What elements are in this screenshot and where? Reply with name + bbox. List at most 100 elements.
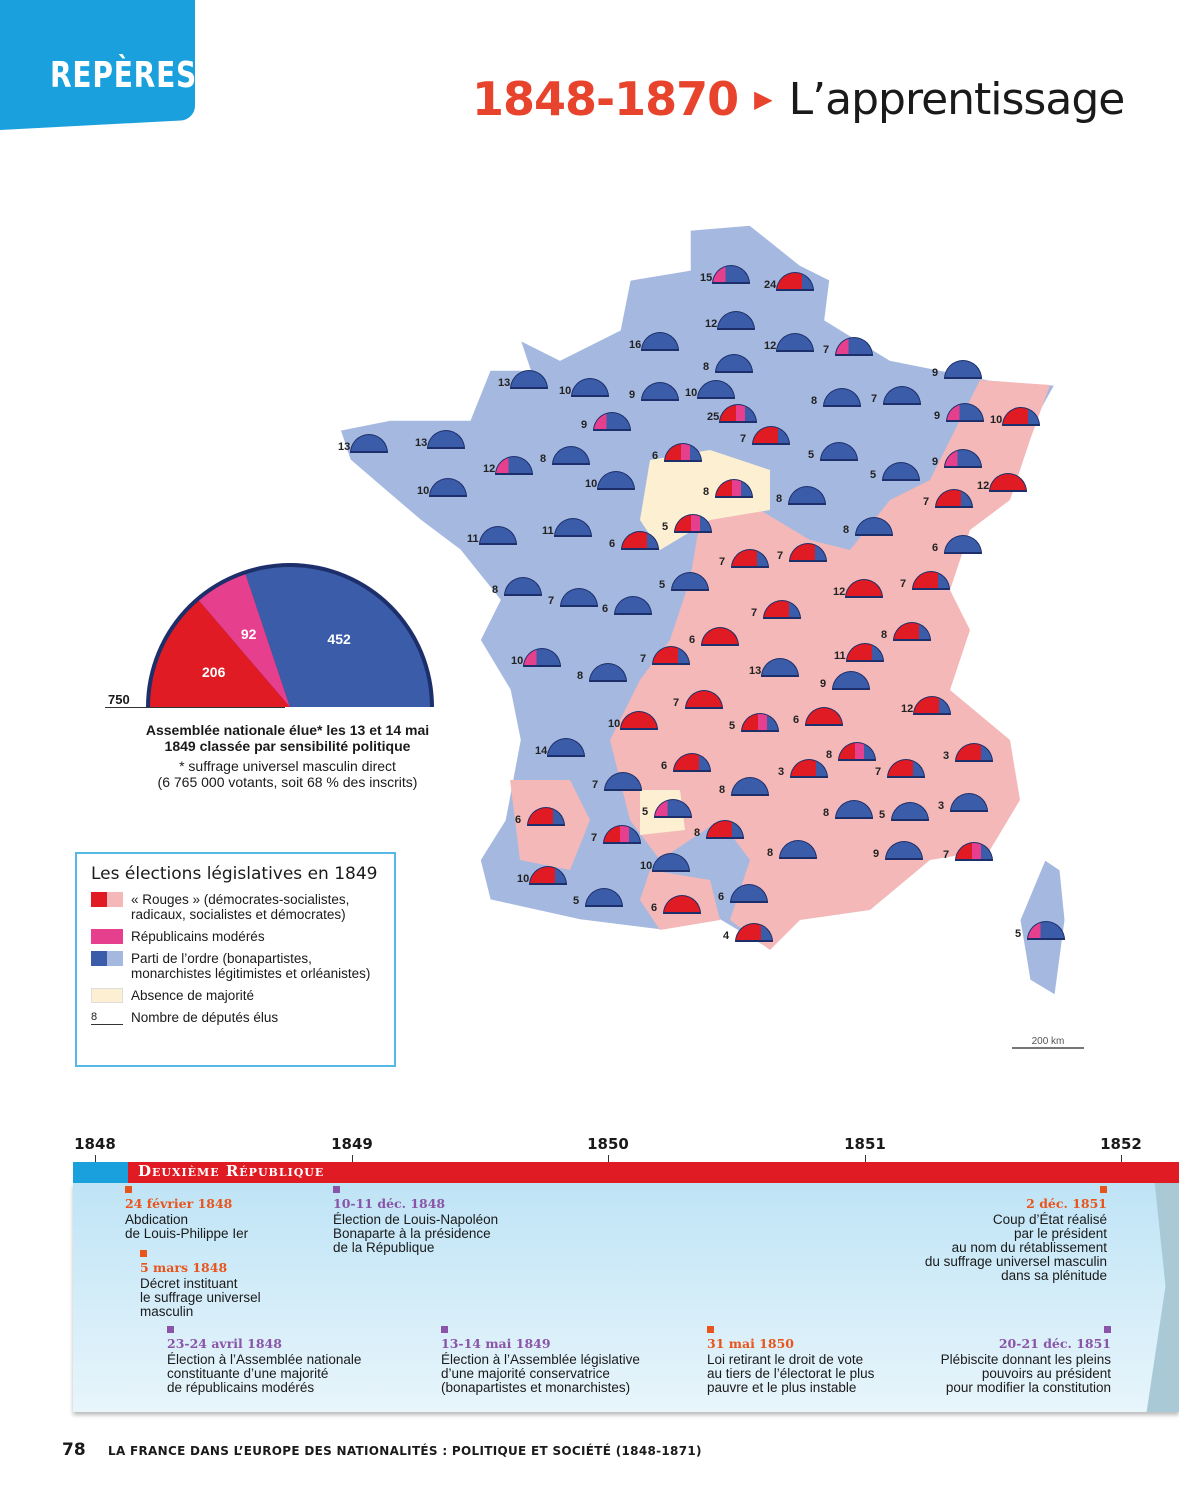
legend-label: Républicains modérés: [131, 929, 265, 944]
seat-count: 7: [823, 344, 830, 356]
tick: [865, 1155, 866, 1163]
seat-count: 9: [873, 848, 880, 860]
timeline-event: 20-21 déc. 1851 Plébiscite donnant les pl…: [930, 1322, 1111, 1395]
seat-count: 8: [719, 784, 726, 796]
seat-count: 25: [707, 411, 720, 423]
seat-count: 7: [640, 653, 647, 665]
seat-count: 6: [652, 450, 659, 462]
event-text-line: pour modifier la constitution: [945, 1380, 1111, 1395]
event-date: 24 février 1848: [125, 1196, 233, 1211]
legend-item-rouges: « Rouges » (démocrates-socialistes, radi…: [91, 892, 380, 922]
seat-count: 12: [483, 463, 496, 475]
event-marker-icon: [441, 1326, 448, 1333]
seat-count: 4: [723, 930, 730, 942]
event-text-line: constituante d’une majorité: [167, 1366, 329, 1381]
seat-count: 5: [879, 809, 886, 821]
seat-count: 8: [826, 749, 833, 761]
legend-item-moderes: Républicains modérés: [91, 929, 380, 944]
event-text-line: par le président: [1013, 1226, 1107, 1241]
event-marker-icon: [333, 1186, 340, 1193]
seat-count: 16: [629, 339, 642, 351]
event-text-line: au tiers de l’électorat le plus: [707, 1366, 875, 1381]
seat-count: 12: [764, 340, 777, 352]
event-marker-icon: [167, 1326, 174, 1333]
seat-count: 6: [609, 538, 616, 550]
event-text-line: Décret instituant: [140, 1276, 238, 1291]
event-text-line: Élection à l’Assemblée nationale: [167, 1352, 362, 1367]
seat-count: 11: [834, 650, 846, 662]
seat-count: 10: [511, 655, 524, 667]
timeline-panel: [73, 1183, 1179, 1412]
assembly-caption-block: Assemblée nationale élue* les 13 et 14 m…: [115, 722, 460, 790]
seat-count: 8: [843, 524, 850, 536]
legend-item-seats: 8 Nombre de députés élus: [91, 1010, 380, 1025]
pie-slice: [198, 574, 290, 707]
event-text-line: pauvre et le plus instable: [707, 1380, 857, 1395]
seat-count: 9: [629, 389, 636, 401]
year-1851: 1851: [844, 1135, 886, 1153]
timeline-event: 13-14 mai 1849 Élection à l’Assemblée lég…: [441, 1322, 640, 1395]
seat-count: 3: [943, 750, 950, 762]
assembly-baseline: [105, 707, 285, 708]
seat-count: 6: [602, 603, 609, 615]
seat-count: 6: [932, 542, 939, 554]
swatch-moderes: [91, 929, 123, 944]
seat-count: 13: [749, 665, 762, 677]
title-main: L’apprentissage: [788, 73, 1126, 125]
seat-count: 12: [833, 586, 846, 598]
event-date: 2 déc. 1851: [1026, 1196, 1107, 1211]
seat-count: 3: [938, 800, 945, 812]
event-text-line: d’une majorité conservatrice: [441, 1366, 610, 1381]
tick: [608, 1155, 609, 1163]
seat-count: 3: [778, 766, 785, 778]
event-text-line: de républicains modérés: [167, 1380, 315, 1395]
seat-count: 24: [764, 279, 777, 291]
seat-count: 8: [577, 670, 584, 682]
tick: [1121, 1155, 1122, 1163]
event-date: 5 mars 1848: [140, 1260, 228, 1275]
seat-count: 7: [871, 393, 878, 405]
event-text-line: de Louis-Philippe Ier: [125, 1226, 249, 1241]
seat-count: 6: [651, 902, 658, 914]
swatch-seats: 8: [91, 1010, 123, 1025]
tick: [352, 1155, 353, 1163]
swatch-ordre: [91, 951, 123, 966]
page-number: 78: [62, 1440, 86, 1460]
seat-count: 8: [767, 847, 774, 859]
seat-count: 12: [977, 480, 990, 492]
legend-title: Les élections législatives en 1849: [91, 864, 378, 884]
seat-count: 10: [685, 387, 698, 399]
tick: [95, 1155, 96, 1163]
seat-count: 13: [415, 437, 428, 449]
event-text-line: pouvoirs au président: [981, 1366, 1111, 1381]
event-date: 10-11 déc. 1848: [333, 1196, 446, 1211]
event-text-line: du suffrage universel masculin: [924, 1254, 1107, 1269]
seat-count: 8: [823, 807, 830, 819]
seat-count: 9: [581, 419, 588, 431]
seat-count: 7: [777, 550, 784, 562]
seat-count: 11: [542, 525, 554, 537]
legend-item-no-majority: Absence de majorité: [91, 988, 380, 1003]
seat-count: 5: [729, 720, 736, 732]
seat-count: 8: [703, 486, 710, 498]
event-text-line: masculin: [140, 1304, 194, 1319]
seat-count: 10: [990, 414, 1003, 426]
event-text-line: Plébiscite donnant les pleins: [940, 1352, 1111, 1367]
event-marker-icon: [1104, 1326, 1111, 1333]
swatch-no-majority: [91, 988, 123, 1003]
timeline-event: 10-11 déc. 1848 Élection de Louis-Napoléo…: [333, 1182, 498, 1255]
seat-count: 6: [661, 760, 668, 772]
seat-count: 13: [498, 377, 511, 389]
timeline-event: 2 déc. 1851 Coup d’État réalisé par le pré…: [920, 1182, 1107, 1283]
seat-count: 7: [943, 849, 950, 861]
seat-count: 10: [608, 718, 621, 730]
seat-count: 10: [517, 873, 530, 885]
seat-count: 7: [548, 595, 555, 607]
seat-count: 15: [700, 272, 713, 284]
map-legend: Les élections législatives en 1849 « Rou…: [75, 852, 396, 1067]
legend-label: Absence de majorité: [131, 988, 255, 1003]
seat-count: 5: [808, 449, 815, 461]
event-text-line: le suffrage universel: [140, 1290, 261, 1305]
arrow-right-icon: ▶: [754, 85, 773, 113]
region-rouges: [610, 380, 1050, 950]
